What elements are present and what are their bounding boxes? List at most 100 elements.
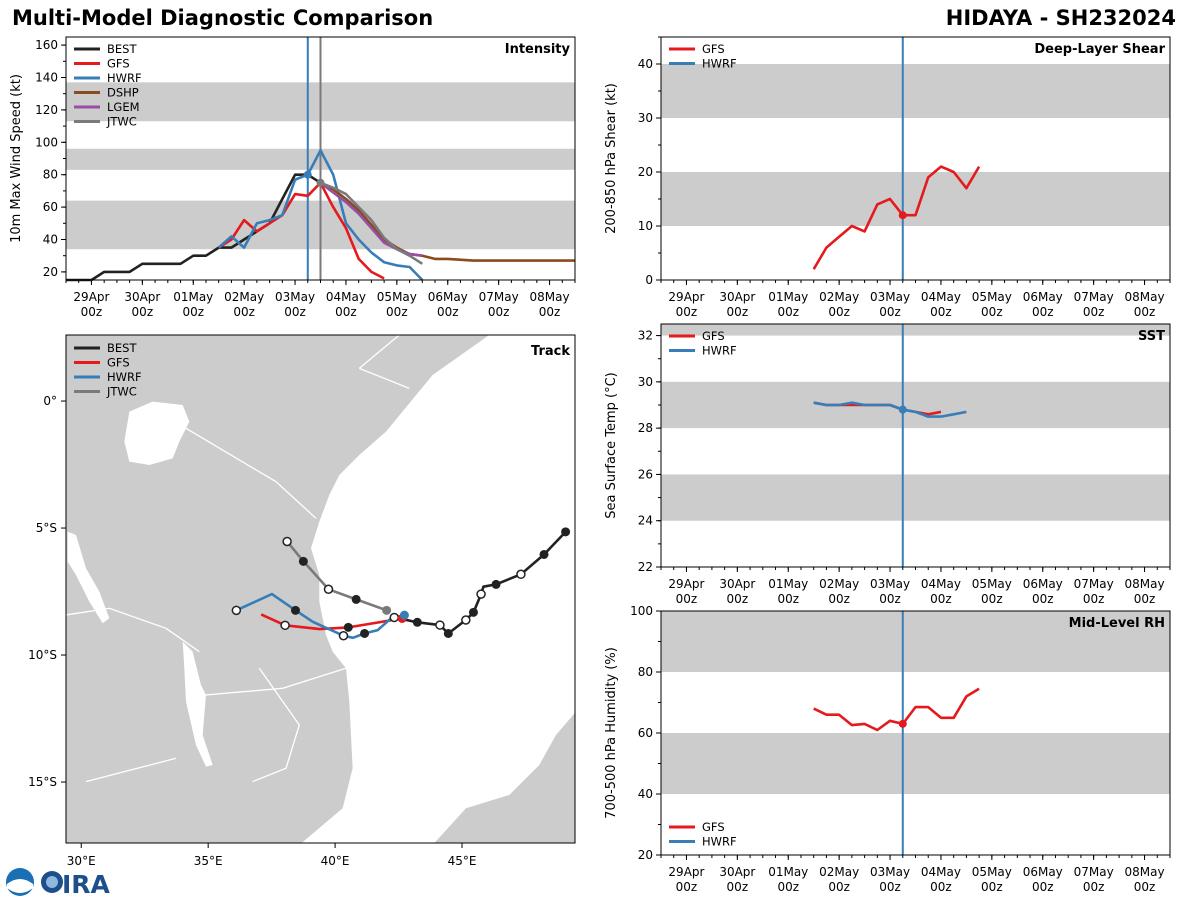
x-tick-label: 07May: [1074, 290, 1114, 304]
y-tick-label: 40: [43, 233, 58, 247]
legend-label-hwrf: HWRF: [107, 71, 142, 85]
x-tick-label: 00z: [727, 592, 749, 606]
storm-id: HIDAYA - SH232024: [945, 6, 1176, 30]
current-marker-gfs: [898, 719, 907, 728]
panel-intensity: 20 40 60 80 100 120 140 160 10m Max Wind Speed (…: [9, 36, 576, 319]
x-tick-label: 30°E: [67, 854, 96, 868]
x-tick-label: 45°E: [448, 854, 477, 868]
series-line-jtwc: [320, 181, 423, 265]
series-line-gfs: [813, 687, 980, 732]
clip-group: [661, 64, 1170, 226]
x-tick-label: 00z: [930, 880, 952, 894]
x-tick-label: 01May: [768, 577, 808, 591]
x-tick-label: 06May: [1023, 290, 1063, 304]
intensity-band: [661, 172, 1170, 226]
series-line-gfs: [218, 181, 385, 280]
track-marker-jtwc: [323, 584, 334, 595]
x-tick-label: 30Apr: [124, 290, 160, 304]
x-tick-label: 01May: [173, 290, 213, 304]
track-marker-best: [412, 617, 422, 627]
x-tick-label: 03May: [870, 577, 910, 591]
clip-group: [661, 611, 1170, 794]
x-tick-label: 00z: [879, 592, 901, 606]
legend-label-hwrf: HWRF: [702, 344, 737, 358]
x-tick-label: 00z: [777, 592, 799, 606]
y-tick-label: 32: [638, 329, 653, 343]
x-tick-label: 02May: [819, 577, 859, 591]
x-tick-label: 00z: [879, 305, 901, 319]
x-tick-label: 03May: [870, 865, 910, 879]
y-tick-label: 80: [43, 168, 58, 182]
y-tick-label: 160: [35, 38, 58, 52]
x-tick-label: 29Apr: [73, 290, 109, 304]
x-tick-label: 00z: [1032, 880, 1054, 894]
x-tick-label: 00z: [676, 880, 698, 894]
legend-label-gfs: GFS: [702, 820, 725, 834]
figure-title: Multi-Model Diagnostic Comparison: [12, 6, 434, 30]
y-axis-label: 700-500 hPa Humidity (%): [604, 647, 619, 819]
track-map-background: [66, 335, 575, 843]
track-marker-best: [468, 607, 478, 617]
cira-logo: IRA: [6, 868, 111, 898]
x-tick-label: 00z: [539, 305, 561, 319]
x-tick-label: 00z: [828, 592, 850, 606]
x-tick-label: 08May: [530, 290, 570, 304]
x-tick-label: 00z: [981, 880, 1003, 894]
legend-label-gfs: GFS: [107, 57, 130, 71]
x-tick-label: 06May: [1023, 865, 1063, 879]
x-tick-label: 30Apr: [719, 577, 755, 591]
panel-title: Mid-Level RH: [1069, 616, 1165, 631]
y-tick-label: 100: [35, 135, 58, 149]
x-tick-label: 02May: [819, 865, 859, 879]
intensity-band: [661, 381, 1170, 429]
track-line-gfs: [260, 613, 403, 631]
y-tick-label: 15°S: [28, 775, 57, 789]
x-tick-label: 00z: [1083, 880, 1105, 894]
x-tick-label: 00z: [437, 305, 459, 319]
intensity-band: [661, 733, 1170, 794]
x-tick-label: 00z: [182, 305, 204, 319]
x-tick-label: 00z: [1083, 305, 1105, 319]
panel-title: Deep-Layer Shear: [1034, 42, 1165, 57]
x-tick-label: 00z: [777, 880, 799, 894]
x-tick-label: 40°E: [321, 854, 350, 868]
x-tick-label: 00z: [81, 305, 103, 319]
y-tick-label: 22: [638, 560, 653, 574]
x-tick-label: 00z: [386, 305, 408, 319]
x-tick-label: 05May: [972, 290, 1012, 304]
x-tick-label: 06May: [1023, 577, 1063, 591]
plot-area: [661, 324, 1170, 567]
track-marker-best: [389, 612, 399, 623]
panel-title: SST: [1138, 329, 1165, 344]
x-tick-label: 04May: [921, 290, 961, 304]
x-tick-label: 29Apr: [668, 865, 704, 879]
track-marker-best: [539, 549, 549, 559]
legend-label-dshp: DSHP: [107, 86, 139, 100]
x-tick-label: 00z: [777, 305, 799, 319]
track-marker-jtwc: [282, 536, 292, 547]
track-marker-gfs: [343, 622, 353, 632]
lake-tanganyika: [67, 531, 110, 624]
track-line-hwrf: [235, 592, 405, 640]
x-tick-label: 00z: [1083, 592, 1105, 606]
intensity-band: [661, 324, 1170, 336]
track-marker-hwrf: [231, 605, 242, 616]
x-tick-label: 00z: [488, 305, 510, 319]
panel-title: Intensity: [505, 42, 571, 57]
x-tick-label: 00z: [676, 592, 698, 606]
plot-frame: [660, 610, 1171, 856]
x-tick-label: 00z: [930, 305, 952, 319]
x-tick-label: 05May: [377, 290, 417, 304]
x-tick-label: 00z: [1032, 592, 1054, 606]
y-axis-label: 10m Max Wind Speed (kt): [9, 74, 24, 243]
x-tick-label: 06May: [428, 290, 468, 304]
panel-track: 30°E 35°E 40°E 45°E 0° 5°S 10°S 15°S Track BESTGF…: [28, 334, 576, 868]
x-tick-label: 30Apr: [719, 865, 755, 879]
y-axis-label: Sea Surface Temp (°C): [604, 372, 619, 519]
legend-label-hwrf: HWRF: [107, 370, 142, 384]
legend-label-gfs: GFS: [107, 356, 130, 370]
series-line-hwrf: [217, 149, 424, 281]
x-tick-label: 30Apr: [719, 290, 755, 304]
